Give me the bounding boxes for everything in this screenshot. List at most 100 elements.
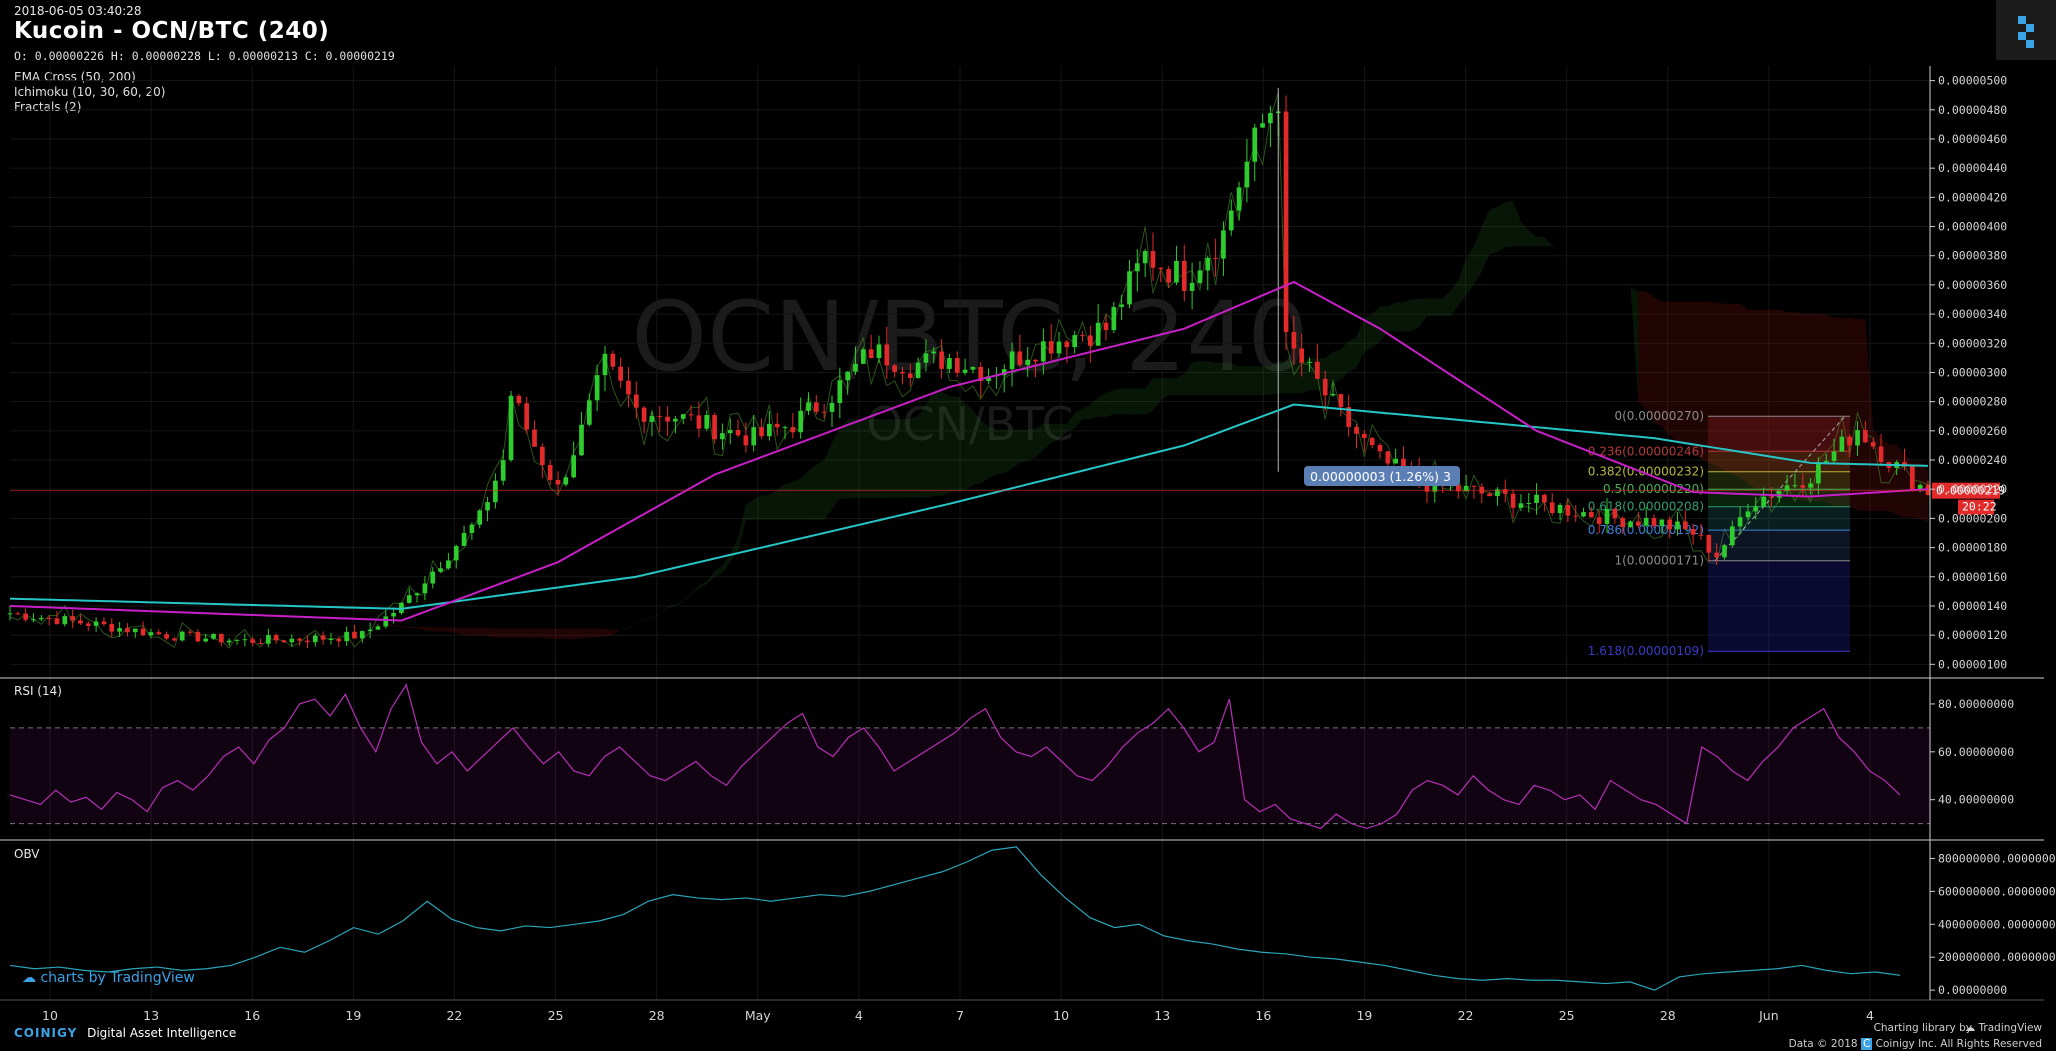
candle-body: [1698, 534, 1704, 536]
cloud-segment: [636, 618, 645, 624]
tradingview-cloud-icon: ☁: [22, 970, 36, 986]
candle-body: [1307, 361, 1312, 363]
tradingview-brand[interactable]: ☁ charts by TradingView: [22, 970, 195, 986]
candle-body: [1158, 267, 1164, 270]
candle-body: [1174, 260, 1179, 283]
candle-body: [273, 635, 279, 641]
cloud-segment: [1740, 303, 1748, 484]
candle-body: [172, 638, 177, 641]
candle-body: [1643, 517, 1649, 526]
indicator-ichimoku[interactable]: Ichimoku (10, 30, 60, 20): [14, 85, 166, 99]
cloud-segment: [573, 628, 582, 640]
tradingview-brand-text: charts by TradingView: [40, 970, 195, 986]
candle-body: [117, 628, 122, 632]
candle-body: [853, 363, 858, 372]
candle-body: [250, 639, 256, 643]
candle-body: [438, 568, 443, 572]
fibonacci-retracement[interactable]: 0(0.00000270) 0.236(0.00000246) 0.382(0.00…: [1588, 409, 1850, 658]
cloud-segment: [1113, 388, 1122, 415]
candle-body: [1127, 271, 1132, 305]
cloud-segment: [1106, 390, 1114, 417]
cloud-segment: [1520, 221, 1529, 247]
indicator-fractals[interactable]: Fractals (2): [14, 100, 82, 114]
candle-body: [1142, 251, 1148, 264]
candle-body: [1910, 466, 1915, 490]
candle-body: [1244, 161, 1250, 188]
tradingview-credit[interactable]: ☁ TradingView: [1965, 1022, 2042, 1034]
cloud-segment: [448, 627, 457, 634]
x-tick-label: 28: [1660, 1008, 1676, 1023]
candle-body: [414, 593, 420, 596]
measure-tooltip-label: 0.00000003 (1.26%) 3: [1310, 469, 1451, 484]
cloud-segment: [1450, 280, 1459, 317]
cloud-segment: [1841, 317, 1850, 507]
cloud-segment: [1145, 378, 1153, 415]
candle-body: [1362, 433, 1367, 439]
cloud-segment: [808, 464, 817, 520]
candle-body: [727, 430, 733, 434]
x-tick-label: 25: [548, 1008, 564, 1023]
cloud-segment: [597, 628, 605, 638]
obv-tick-label: 0.00000000: [1938, 983, 2007, 997]
candle-body: [986, 376, 991, 382]
cloud-segment: [1458, 258, 1467, 306]
coinigy-logo-icon[interactable]: [1996, 0, 2056, 60]
cloud-segment: [1575, 259, 1584, 270]
obv-tick-label: 200000000.00000000: [1938, 950, 2056, 964]
cloud-segment: [1129, 388, 1138, 415]
candle-body: [1534, 494, 1539, 503]
candle-body: [1385, 451, 1391, 464]
candle-body: [140, 628, 146, 636]
cloud-segment: [1066, 412, 1075, 433]
fib-level-label: 0.5(0.00000220): [1603, 482, 1704, 496]
candle-body: [187, 631, 193, 633]
candle-body: [633, 394, 639, 408]
coinigy-rights-text: Coinigy Inc. All Rights Reserved: [1875, 1038, 2042, 1050]
cloud-segment: [1771, 309, 1780, 492]
tradingview-credit-text: TradingView: [1978, 1022, 2042, 1034]
candle-body: [1542, 494, 1547, 503]
fib-trend-line: [1714, 415, 1846, 562]
x-tick-label: 4: [855, 1008, 863, 1023]
cloud-segment: [464, 627, 472, 636]
candle-body: [814, 402, 819, 412]
obv-line: [9, 846, 1901, 991]
cloud-segment: [1019, 429, 1028, 463]
candle-body: [1518, 503, 1524, 508]
countdown-badge: [1958, 499, 1994, 515]
cloud-segment: [1607, 278, 1615, 282]
cloud-segment: [1074, 408, 1083, 428]
candle-body: [1495, 489, 1500, 497]
candle-body: [203, 638, 209, 642]
candle-body: [1510, 493, 1516, 508]
x-tick-label: 13: [1154, 1008, 1170, 1023]
candle-body: [555, 479, 561, 485]
cloud-segment: [1090, 397, 1099, 420]
x-tick-label: 19: [1356, 1008, 1372, 1023]
candle-body: [1424, 483, 1430, 492]
candle-body: [1041, 341, 1046, 362]
countdown-label: 20:22: [1962, 500, 1997, 514]
data-copyright: Data © 2018 C Coinigy Inc. All Rights Re…: [1789, 1038, 2042, 1050]
x-tick-label: 4: [1866, 1008, 1874, 1023]
candle-body: [1338, 393, 1344, 408]
cloud-segment: [1724, 303, 1733, 474]
candle-body: [266, 635, 271, 644]
candle-body: [336, 639, 342, 642]
price-tick-label: 0.00000300: [1938, 365, 2007, 379]
cloud-segment: [1865, 319, 1874, 511]
candle-body: [1612, 508, 1618, 519]
cloud-segment: [832, 427, 840, 510]
candle-body: [1604, 508, 1610, 524]
candle-body: [1690, 528, 1696, 535]
cloud-segment: [1207, 361, 1216, 395]
cloud-segment: [1426, 298, 1435, 317]
candle-body: [383, 616, 389, 627]
candle-body: [1354, 426, 1359, 434]
fib-level-label: 0.236(0.00000246): [1588, 444, 1704, 458]
candle-body: [469, 524, 475, 533]
candle-body: [821, 411, 827, 413]
candle-body: [1103, 322, 1109, 331]
charting-library-credit: Charting library by: [1873, 1022, 1972, 1034]
